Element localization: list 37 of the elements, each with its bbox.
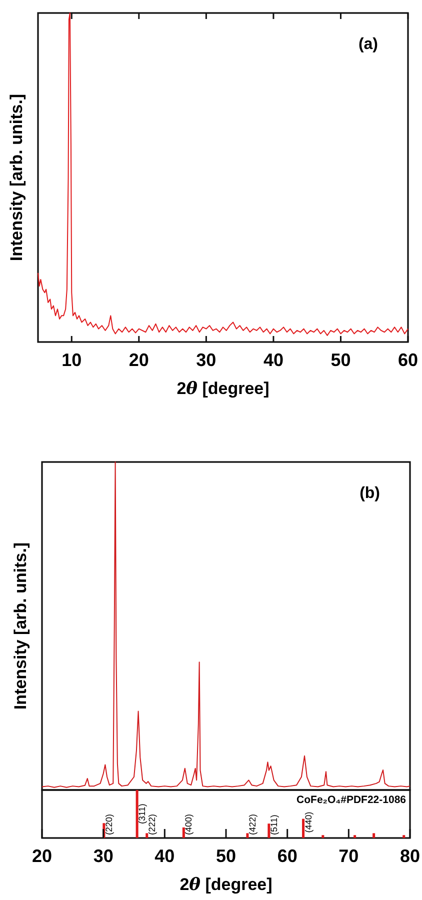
x-tick-label: 50 xyxy=(330,350,351,370)
bar xyxy=(302,818,305,838)
annotation: (440) xyxy=(303,812,314,833)
x-tick-label: 70 xyxy=(338,846,359,866)
annotation: (a) xyxy=(358,36,378,53)
x-tick-label: 80 xyxy=(400,846,420,866)
annotation: (222) xyxy=(146,814,157,835)
bar xyxy=(136,790,138,838)
bar xyxy=(182,827,185,838)
y-axis-title: Intensity [arb. units.] xyxy=(11,542,30,710)
x-axis-title: 2θ [degree] xyxy=(176,379,270,399)
x-tick-label: 60 xyxy=(277,846,298,866)
bar xyxy=(372,833,376,838)
annotation: (220) xyxy=(104,814,114,835)
x-tick-label: 60 xyxy=(398,350,418,370)
x-tick-label: 50 xyxy=(216,846,236,866)
x-tick-label: 40 xyxy=(263,350,284,370)
bar xyxy=(402,835,406,838)
annotation: CoFe₂O₄#PDF22-1086 xyxy=(296,794,406,806)
annotation: (b) xyxy=(360,485,380,502)
x-tick-label: 40 xyxy=(154,846,175,866)
x-tick-label: 20 xyxy=(32,846,52,866)
x-axis-title: 2θ [degree] xyxy=(180,875,272,895)
x-tick-label: 30 xyxy=(93,846,114,866)
annotation: (400) xyxy=(184,814,194,835)
annotation: (422) xyxy=(247,814,258,835)
bar xyxy=(246,833,249,838)
x-tick-label: 10 xyxy=(62,350,82,370)
bar xyxy=(268,824,270,838)
y-axis-title: Intensity [arb. units.] xyxy=(7,94,26,262)
annotation: (311) xyxy=(137,804,148,824)
x-tick-label: 30 xyxy=(196,350,216,370)
bar xyxy=(322,835,324,838)
x-tick-label: 20 xyxy=(128,350,149,370)
bar xyxy=(146,833,148,838)
annotation: (511) xyxy=(268,814,279,835)
bar xyxy=(354,835,356,838)
